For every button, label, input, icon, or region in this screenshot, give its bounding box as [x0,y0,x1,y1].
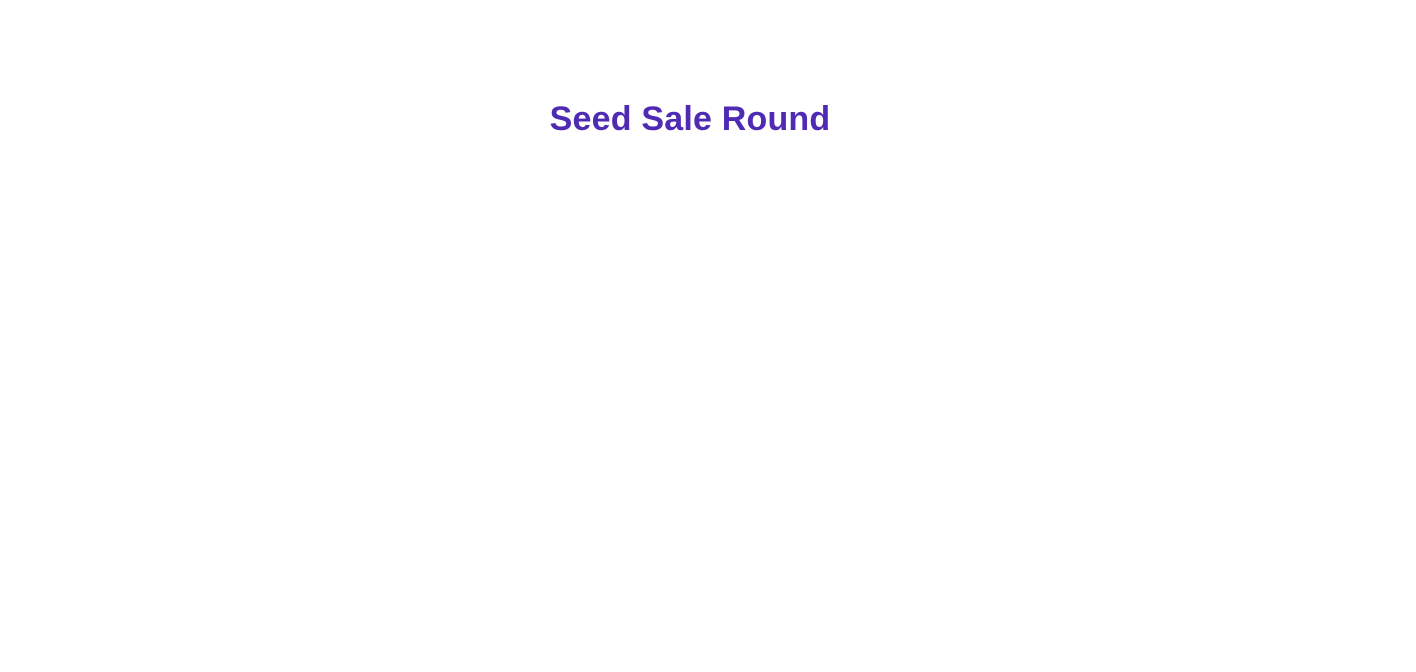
page-title: Seed Sale Round [549,100,831,138]
title-section: Seed Sale Round [0,96,1380,142]
